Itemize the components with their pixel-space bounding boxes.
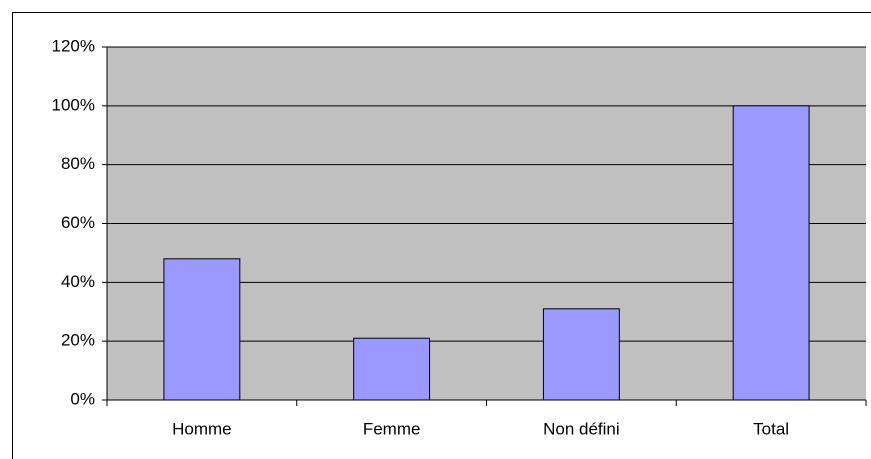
y-tick-label: 40% (61, 272, 95, 291)
y-tick-label: 0% (70, 389, 95, 408)
bar (732, 105, 810, 401)
y-tick-label: 120% (52, 36, 95, 55)
y-tick-label: 80% (61, 154, 95, 173)
x-tick-label: Femme (363, 419, 421, 438)
bar (163, 258, 241, 401)
x-tick-label: Total (753, 419, 789, 438)
bar (353, 337, 431, 401)
bar (542, 308, 620, 401)
y-tick-label: 100% (52, 95, 95, 114)
y-tick-label: 20% (61, 331, 95, 350)
x-tick-label: Non défini (543, 419, 620, 438)
y-tick-label: 60% (61, 213, 95, 232)
x-tick-label: Homme (172, 419, 232, 438)
